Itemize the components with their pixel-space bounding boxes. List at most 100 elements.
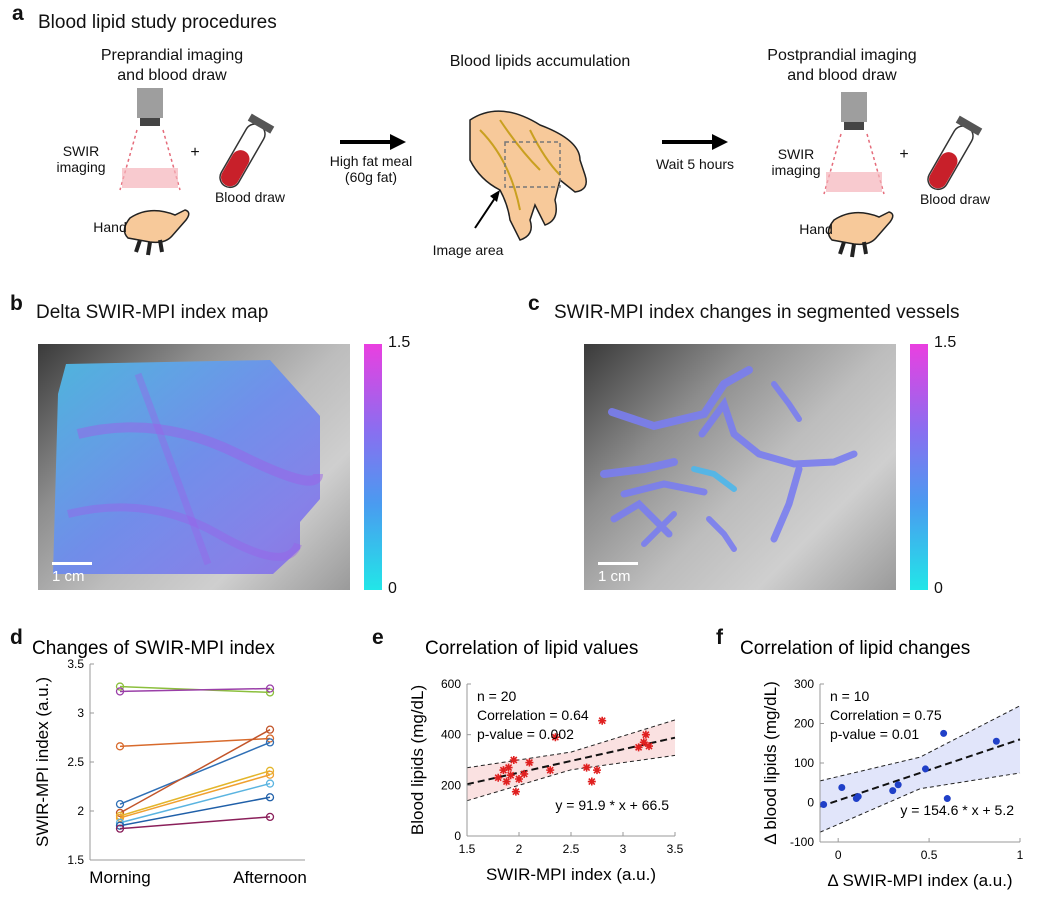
x-axis-label: SWIR-MPI index (a.u.) (486, 865, 656, 884)
blood-draw-label: Blood draw (214, 189, 286, 205)
panel-c-title: SWIR-MPI index changes in segmented vess… (554, 302, 960, 323)
postprandial-title: Postprandial imaging and blood draw (767, 47, 917, 84)
data-point (943, 795, 951, 803)
data-point (639, 738, 648, 747)
accumulation-title: Blood lipids accumulation (449, 53, 631, 70)
series-line (119, 729, 271, 814)
image-area-label: Image area (432, 242, 504, 258)
data-point (265, 725, 275, 734)
data-point (265, 684, 275, 693)
data-point (265, 766, 275, 775)
y-tick-label: 1.5 (67, 853, 84, 867)
data-point (115, 821, 125, 830)
data-point (115, 799, 125, 809)
data-point (582, 763, 591, 772)
data-point (115, 818, 125, 827)
hand-icon (123, 209, 190, 256)
chart-title: Changes of SWIR-MPI index (32, 638, 275, 659)
scale-bar (52, 562, 92, 565)
panel-f-label: f (716, 626, 723, 649)
delta-index-map: 1 cm (38, 344, 350, 590)
x-tick-label: 3 (620, 842, 627, 856)
fit-equation: y = 91.9 * x + 66.5 (555, 797, 669, 813)
chart-e: Correlation of lipid values 0 200 400 600 1.5… (408, 638, 684, 884)
data-point (115, 824, 125, 833)
plus-sign: + (899, 146, 909, 163)
y-tick-label: 100 (794, 756, 814, 770)
y-tick-label: 3 (77, 706, 84, 720)
x-tick-label: 0.5 (921, 848, 938, 862)
procedure-illustration (119, 88, 983, 258)
series-line (119, 782, 271, 824)
colorbar-max-label: 1.5 (934, 334, 957, 351)
series-line (119, 737, 271, 748)
confidence-lower-line (466, 754, 676, 802)
data-point (265, 738, 275, 747)
y-axis-label: Blood lipids (mg/dL) (408, 685, 427, 835)
hand-label: Hand (93, 219, 127, 235)
stats-annotation: n = 10 (830, 688, 870, 704)
colorbar (910, 344, 928, 590)
data-point (502, 777, 511, 786)
data-point (265, 793, 275, 802)
panel-b-title: Delta SWIR-MPI index map (36, 302, 269, 323)
series-line (119, 796, 271, 827)
confidence-lower-line (819, 772, 1021, 833)
data-point (515, 775, 523, 783)
arrow-icon (662, 134, 728, 150)
data-point (511, 787, 520, 796)
x-tick-label: 2 (516, 842, 523, 856)
stats-annotation: p-value = 0.01 (830, 726, 919, 742)
data-point (494, 773, 503, 782)
y-tick-label: 0 (454, 829, 461, 843)
stats-annotation: n = 20 (477, 688, 517, 704)
data-point (593, 766, 601, 775)
swir-imaging-label: SWIR imaging (771, 146, 821, 178)
wait-label: Wait 5 hours (655, 156, 735, 172)
data-point (546, 766, 555, 775)
fit-equation: y = 154.6 * x + 5.2 (900, 802, 1014, 818)
data-point (115, 742, 125, 751)
arrow-icon (340, 134, 406, 150)
blood-tube-icon (927, 115, 983, 191)
camera-icon (823, 92, 885, 195)
meal-label: High fat meal (60g fat) (329, 153, 413, 185)
series-line (119, 741, 271, 805)
panel-a-title: Blood lipid study procedures (38, 12, 277, 33)
plus-sign: + (190, 144, 200, 161)
data-point (265, 812, 275, 822)
data-point (265, 770, 275, 779)
data-point (634, 743, 643, 752)
data-point (894, 781, 902, 789)
y-tick-label: 200 (441, 778, 461, 792)
blood-draw-label: Blood draw (919, 191, 991, 207)
confidence-upper-line (466, 719, 676, 769)
confidence-band (820, 705, 1020, 833)
y-tick-label: 0 (807, 796, 814, 810)
stats-annotation: Correlation = 0.64 (477, 707, 589, 723)
y-tick-label: 600 (441, 677, 461, 691)
series-line (119, 687, 271, 693)
swir-imaging-label: SWIR imaging (56, 143, 106, 175)
x-tick-label: 0 (835, 848, 842, 862)
chart-d: Changes of SWIR-MPI index 1.5 2 2.5 3 3.5 Morn… (32, 638, 307, 887)
chart-title: Correlation of lipid values (425, 638, 638, 659)
large-hand-icon (469, 110, 587, 241)
data-point (992, 737, 1000, 745)
x-category-label: Morning (89, 868, 150, 887)
data-point (499, 766, 508, 775)
data-point (889, 787, 897, 795)
panel-b-label: b (10, 292, 23, 315)
data-point (509, 756, 518, 764)
data-point (838, 783, 846, 791)
scale-bar-label: 1 cm (598, 568, 631, 585)
y-tick-label: -100 (790, 835, 814, 849)
scale-bar (598, 562, 638, 565)
preprandial-title: Preprandial imaging and blood draw (100, 47, 244, 84)
data-point (520, 769, 529, 778)
data-point (115, 682, 125, 691)
data-point (598, 716, 607, 725)
fit-line (819, 738, 1021, 808)
data-point (265, 734, 275, 743)
data-point (587, 777, 596, 786)
